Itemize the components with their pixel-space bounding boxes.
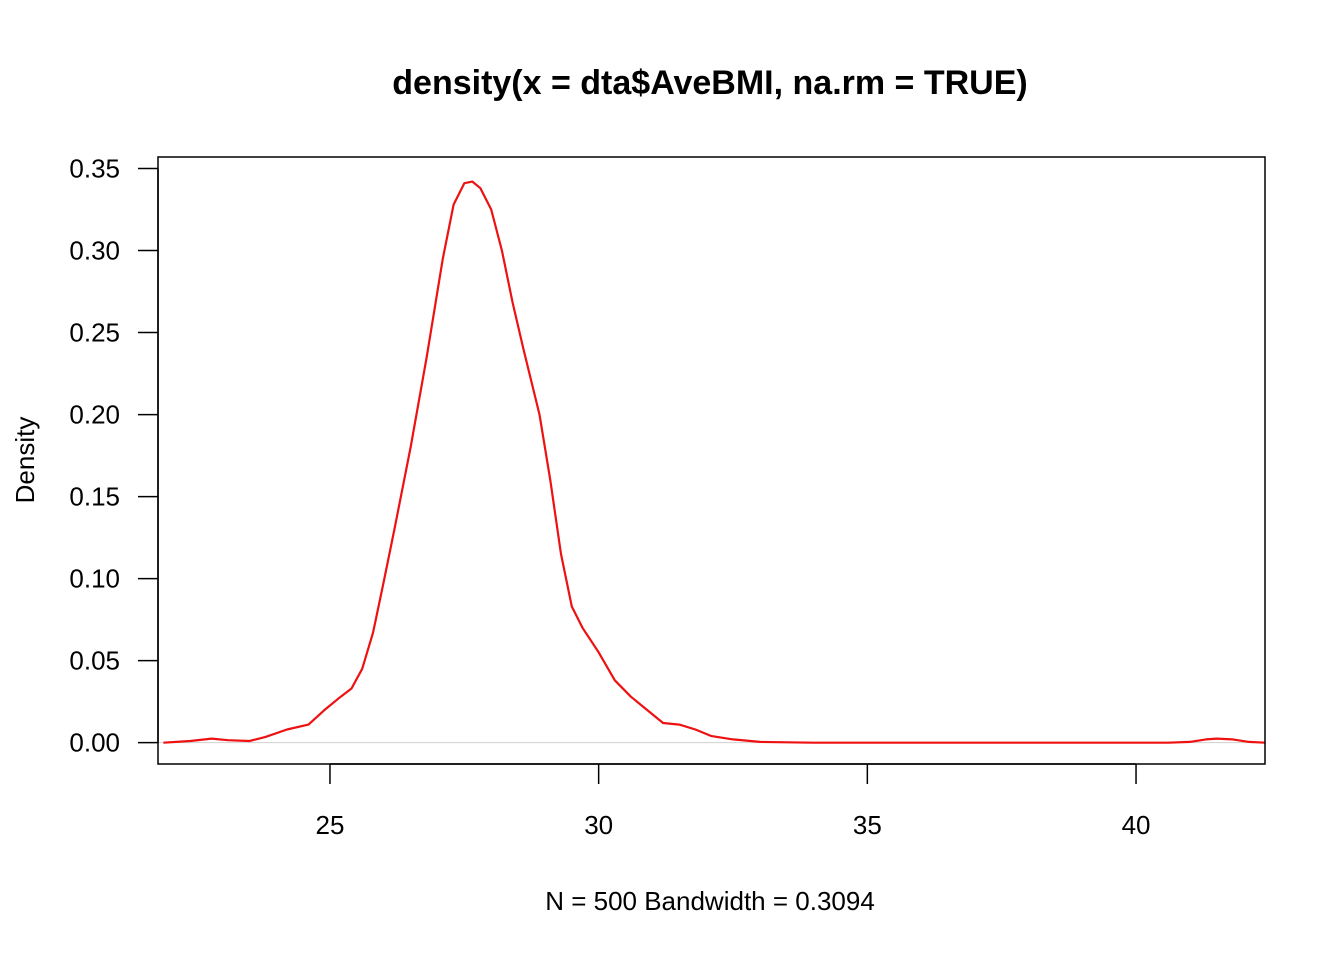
y-tick-label: 0.35 xyxy=(69,153,120,183)
plot-area xyxy=(157,156,1266,765)
y-tick-label: 0.00 xyxy=(69,728,120,758)
y-tick-label: 0.25 xyxy=(69,318,120,348)
y-tick-label: 0.20 xyxy=(69,400,120,430)
y-tick-label: 0.15 xyxy=(69,482,120,512)
plot-frame xyxy=(157,156,1266,765)
y-axis-label: Density xyxy=(10,417,40,504)
y-tick-label: 0.30 xyxy=(69,236,120,266)
x-tick-label: 40 xyxy=(1122,810,1151,840)
chart-title: density(x = dta$AveBMI, na.rm = TRUE) xyxy=(392,64,1027,102)
density-curve xyxy=(163,180,1266,744)
x-axis: 25 30 35 40 xyxy=(316,763,1151,840)
y-tick-label: 0.05 xyxy=(69,646,120,676)
x-tick-label: 30 xyxy=(584,810,613,840)
x-axis-label: N = 500 Bandwidth = 0.3094 xyxy=(545,886,875,916)
x-tick-label: 25 xyxy=(316,810,345,840)
y-axis: 0.00 0.05 0.10 0.15 0.20 0.25 0.30 0.35 xyxy=(69,153,159,758)
x-tick-label: 35 xyxy=(853,810,882,840)
y-tick-label: 0.10 xyxy=(69,564,120,594)
